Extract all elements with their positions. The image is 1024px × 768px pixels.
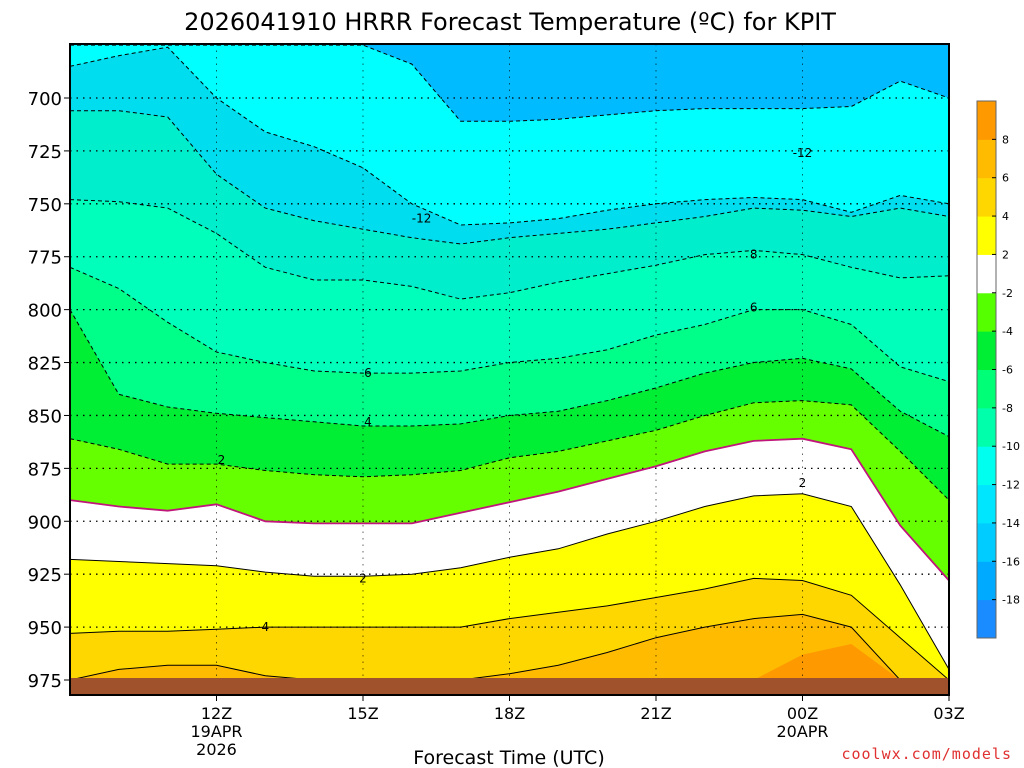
colorbar-swatch (977, 484, 996, 524)
x-tick-date: 20APR (776, 722, 828, 741)
y-tick-label: 900 (28, 512, 62, 533)
x-tick-label: 21Z (640, 704, 671, 723)
colorbar-label: -16 (1002, 555, 1020, 568)
colorbar-swatch (977, 331, 996, 370)
chart-title: 2026041910 HRRR Forecast Temperature (ºC… (184, 8, 836, 36)
x-tick-label: 12Z (201, 704, 232, 723)
colorbar-swatch (977, 216, 996, 255)
colorbar-swatch (977, 292, 996, 332)
y-tick-label: 875 (28, 459, 62, 480)
colorbar-label: 8 (1002, 133, 1009, 146)
isotherm-label: 6 (364, 366, 372, 380)
colorbar-swatch (977, 254, 996, 294)
colorbar-swatch (977, 522, 996, 562)
y-tick-label: 925 (28, 565, 62, 586)
colorbar-label: -10 (1002, 440, 1020, 453)
y-tick-label: 775 (28, 248, 62, 269)
isotherm--2 (70, 437, 949, 582)
colorbar-swatch (977, 369, 996, 409)
colorbar-label: 6 (1002, 172, 1009, 185)
colorbar-swatch (977, 561, 996, 601)
colorbar-swatch (977, 446, 996, 486)
ground-strip (70, 678, 949, 695)
colorbar-label: -4 (1002, 325, 1013, 338)
colorbar-swatch (977, 139, 996, 179)
isotherm-label: 2 (359, 571, 367, 585)
isotherm-label: 4 (364, 415, 372, 429)
isotherm--12 (70, 110, 949, 245)
x-tick-label: 03Z (933, 704, 964, 723)
y-tick-label: 825 (28, 354, 62, 375)
isotherm-2 (70, 493, 949, 670)
isotherm-label: -12 (412, 212, 432, 226)
y-tick-label: 725 (28, 142, 62, 163)
colorbar-label: 4 (1002, 210, 1009, 223)
x-tick-date: 19APR (190, 722, 242, 741)
y-tick-label: 950 (28, 618, 62, 639)
isotherm-label: 8 (750, 248, 758, 262)
x-tick-label: 18Z (494, 704, 525, 723)
credit-text: coolwx.com/models (841, 745, 1012, 763)
y-tick-label: 850 (28, 406, 62, 427)
x-axis-title: Forecast Time (UTC) (413, 747, 604, 768)
isotherm--10 (70, 199, 949, 300)
isotherm--8 (70, 266, 949, 383)
colorbar-label: -8 (1002, 402, 1013, 415)
isotherm-label: 2 (218, 453, 226, 467)
y-tick-label: 975 (28, 671, 62, 692)
isotherm-label: 2 (799, 476, 807, 490)
isotherm-6 (70, 613, 949, 681)
isotherm-label: -12 (793, 146, 813, 160)
y-axis: 700 725 750 775 800 825 850 875 900 925 950 975 (28, 89, 70, 692)
isotherm-lines (70, 44, 949, 681)
colorbar-swatch (977, 177, 996, 217)
isotherm-4 (70, 577, 949, 681)
isotherm-label: 6 (750, 301, 758, 315)
x-tick-label: 00Z (787, 704, 818, 723)
isotherm--6 (70, 309, 949, 438)
x-tick-label: 15Z (347, 704, 378, 723)
colorbar-label: -18 (1002, 594, 1020, 607)
colorbar-swatch (977, 101, 996, 140)
isotherm-label: 4 (262, 620, 270, 634)
isotherm--14 (70, 46, 949, 226)
isotherm-labels: -12 -12 8 6 6 4 2 2 4 2 (218, 146, 813, 634)
y-tick-label: 700 (28, 89, 62, 110)
fill-above-6 (70, 614, 949, 695)
isotherm--16 (70, 44, 949, 122)
y-tick-label: 750 (28, 195, 62, 216)
colorbar-legend: -18 -16 -14 -12 -10 -8 -6 -4 -2 2 4 6 8 (976, 100, 1020, 639)
colorbar-label: -14 (1002, 517, 1020, 530)
colorbar-swatch (977, 407, 996, 447)
colorbar-swatch (977, 599, 996, 639)
grid-lines (70, 44, 949, 695)
x-tick-year: 2026 (196, 740, 237, 759)
colorbar-label: 2 (1002, 248, 1009, 261)
isotherm--4 (70, 400, 949, 501)
temperature-fill-regions (70, 44, 949, 695)
y-tick-label: 800 (28, 301, 62, 322)
colorbar-label: -2 (1002, 287, 1013, 300)
colorbar-label: -12 (1002, 479, 1020, 492)
colorbar-label: -6 (1002, 364, 1013, 377)
